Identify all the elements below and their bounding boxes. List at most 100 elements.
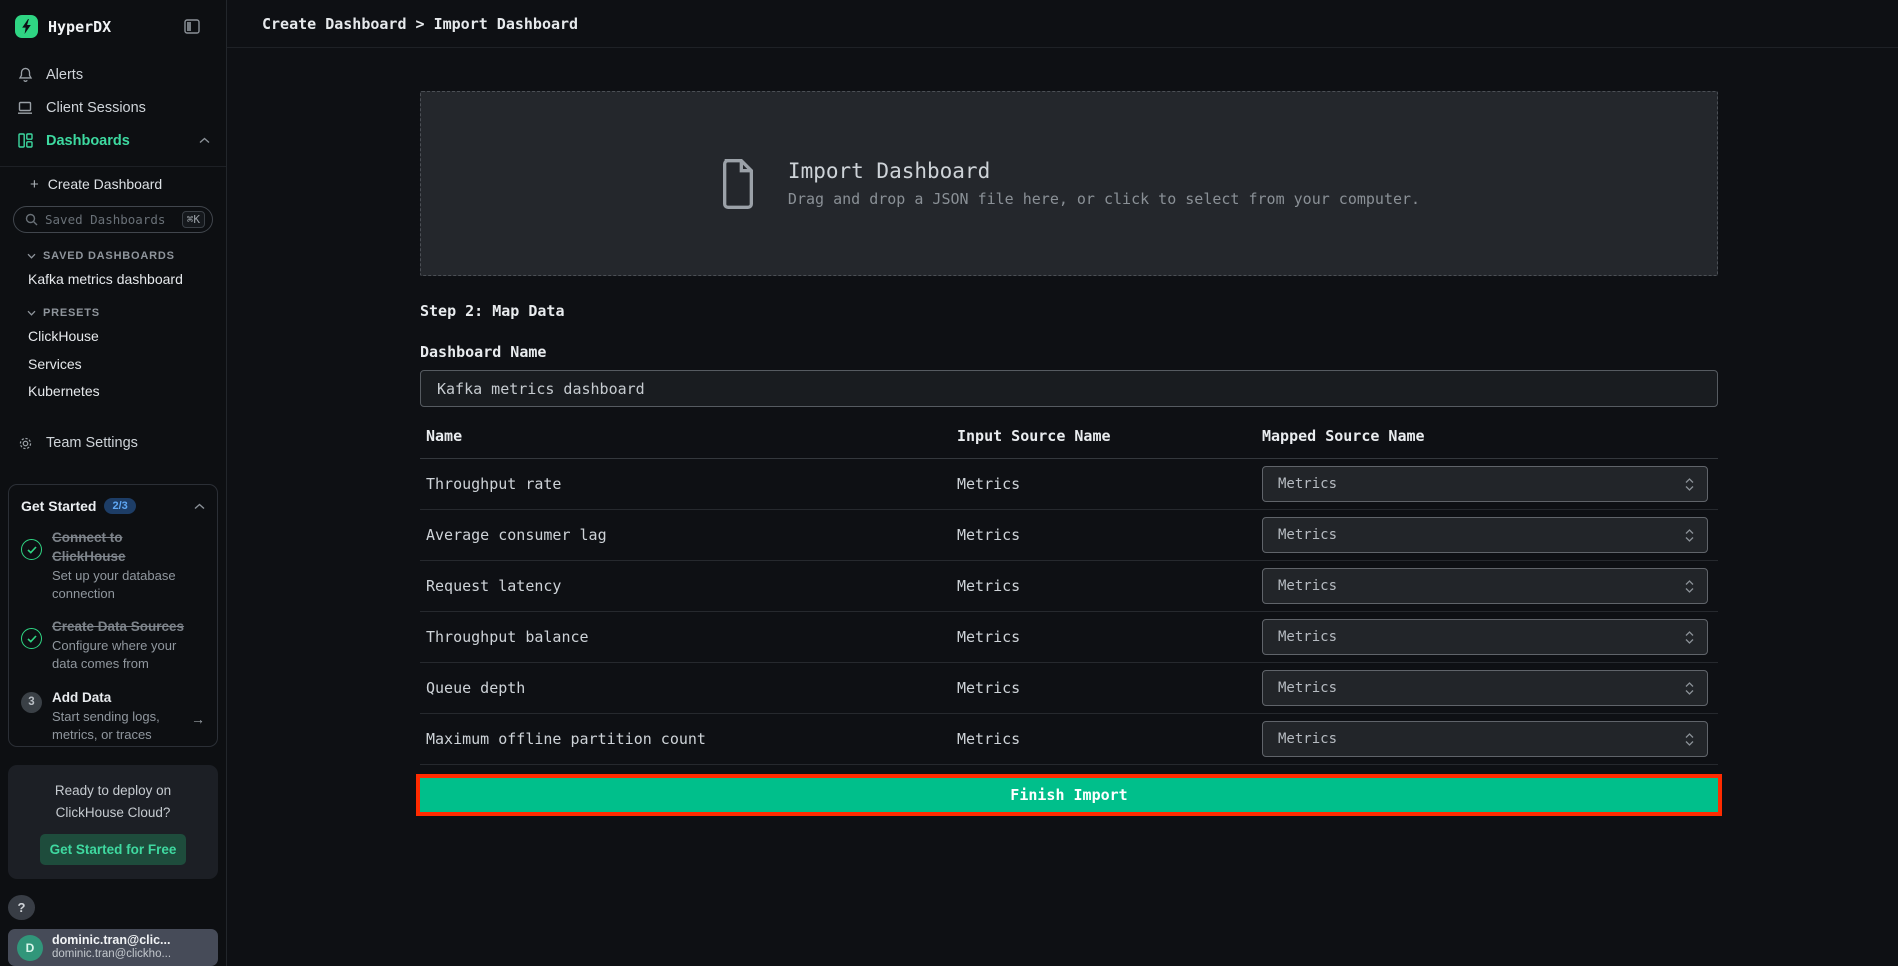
annotation-highlight: Finish Import [416,774,1722,816]
get-started-free-button[interactable]: Get Started for Free [40,834,186,865]
gear-icon [16,436,34,451]
row-name: Request latency [420,577,957,595]
sidebar-item-label: Client Sessions [46,100,146,116]
step-2-heading: Step 2: Map Data [420,302,1718,320]
finish-import-button[interactable]: Finish Import [420,778,1718,812]
table-row: Request latency Metrics Metrics [420,561,1718,612]
select-value: Metrics [1278,731,1337,747]
create-dashboard-button[interactable]: + Create Dashboard [0,167,226,202]
help-button[interactable]: ? [8,895,35,920]
progress-badge: 2/3 [104,498,135,514]
mapped-source-select[interactable]: Metrics [1262,568,1708,604]
sidebar-item-alerts[interactable]: Alerts [0,58,226,91]
mapped-source-select[interactable]: Metrics [1262,721,1708,757]
preset-item-kubernetes[interactable]: Kubernetes [0,380,226,402]
logo-row: HyperDX [0,0,226,48]
row-input-source: Metrics [957,679,1262,697]
chevron-expand-icon [1684,477,1695,492]
dropzone-subtitle: Drag and drop a JSON file here, or click… [788,190,1420,208]
preset-item-clickhouse[interactable]: ClickHouse [0,325,226,347]
row-input-source: Metrics [957,526,1262,544]
sidebar-item-label: Team Settings [46,435,138,451]
sidebar-item-dashboards[interactable]: Dashboards [0,124,226,157]
step-connect-clickhouse[interactable]: Connect to ClickHouse Set up your databa… [21,529,205,603]
sidebar-item-team-settings[interactable]: Team Settings [0,428,226,458]
table-row: Queue depth Metrics Metrics [420,663,1718,714]
search-icon [25,213,38,226]
sidebar-item-client-sessions[interactable]: Client Sessions [0,91,226,124]
preset-item-services[interactable]: Services [0,353,226,375]
user-email: dominic.tran@clickho... [52,948,171,962]
chevron-expand-icon [1684,579,1695,594]
laptop-icon [16,101,34,115]
sidebar: HyperDX Alerts Client Sessions [0,0,227,966]
import-dropzone[interactable]: Import Dashboard Drag and drop a JSON fi… [420,91,1718,276]
sidebar-item-label: Dashboards [46,133,130,149]
section-title: SAVED DASHBOARDS [43,250,175,262]
import-page: Import Dashboard Drag and drop a JSON fi… [227,48,1718,816]
get-started-header[interactable]: Get Started 2/3 [21,498,205,514]
avatar: D [17,935,43,961]
clickhouse-cloud-card: Ready to deploy on ClickHouse Cloud? Get… [8,765,218,880]
cloud-card-line1: Ready to deploy on [18,780,208,802]
collapse-sidebar-icon[interactable] [184,19,200,34]
plus-icon: + [30,176,39,193]
step-subtitle: Set up your database connection [52,567,191,603]
select-value: Metrics [1278,578,1337,594]
chevron-expand-icon [1684,732,1695,747]
dropzone-title: Import Dashboard [788,159,1420,183]
chevron-down-icon [27,253,36,259]
row-input-source: Metrics [957,577,1262,595]
user-menu[interactable]: D dominic.tran@clic... dominic.tran@clic… [8,929,218,966]
mapped-source-select[interactable]: Metrics [1262,517,1708,553]
row-input-source: Metrics [957,475,1262,493]
chevron-expand-icon [1684,528,1695,543]
table-row: Average consumer lag Metrics Metrics [420,510,1718,561]
cloud-card-line2: ClickHouse Cloud? [18,802,208,824]
step-create-data-sources[interactable]: Create Data Sources Configure where your… [21,618,205,673]
chevron-expand-icon [1684,630,1695,645]
check-circle-icon [21,628,42,649]
saved-dashboards-search-input[interactable]: Saved Dashboards ⌘K [13,206,213,233]
breadcrumb: Create Dashboard > Import Dashboard [262,15,578,33]
column-header-mapped-source: Mapped Source Name [1262,427,1718,445]
column-header-name: Name [420,427,957,445]
chevron-down-icon [27,310,36,316]
step-subtitle: Start sending logs, metrics, or traces [52,708,191,744]
chevron-up-icon [194,503,205,510]
section-saved-dashboards[interactable]: SAVED DASHBOARDS [0,250,226,262]
search-placeholder: Saved Dashboards [45,212,165,227]
app-root: HyperDX Alerts Client Sessions [0,0,1898,966]
step-number-badge: 3 [21,692,42,713]
dashboard-name-input[interactable]: Kafka metrics dashboard [420,370,1718,407]
select-value: Metrics [1278,680,1337,696]
chevron-up-icon [199,137,210,144]
step-title: Create Data Sources [52,618,191,637]
row-name: Queue depth [420,679,957,697]
mapped-source-select[interactable]: Metrics [1262,670,1708,706]
table-header: Name Input Source Name Mapped Source Nam… [420,421,1718,459]
get-started-card: Get Started 2/3 Connect to ClickHouse Se… [8,484,218,747]
user-name: dominic.tran@clic... [52,933,171,948]
table-row: Throughput balance Metrics Metrics [420,612,1718,663]
main-area: Create Dashboard > Import Dashboard Impo… [227,0,1898,966]
table-row: Throughput rate Metrics Metrics [420,459,1718,510]
mapped-source-select[interactable]: Metrics [1262,466,1708,502]
mapped-source-select[interactable]: Metrics [1262,619,1708,655]
row-name: Average consumer lag [420,526,957,544]
create-dashboard-label: Create Dashboard [48,176,162,192]
get-started-title: Get Started [21,498,96,514]
step-title: Connect to ClickHouse [52,529,191,567]
select-value: Metrics [1278,527,1337,543]
saved-dashboard-item[interactable]: Kafka metrics dashboard [0,268,226,290]
row-name: Maximum offline partition count [420,730,957,748]
table-row: Maximum offline partition count Metrics … [420,714,1718,765]
section-title: PRESETS [43,307,100,319]
step-add-data[interactable]: 3 Add Data Start sending logs, metrics, … [21,689,205,744]
section-presets[interactable]: PRESETS [0,307,226,319]
row-name: Throughput rate [420,475,957,493]
hyperdx-logo-icon [15,15,38,38]
dashboard-name-label: Dashboard Name [420,343,1718,361]
sidebar-nav: Alerts Client Sessions Dashboards [0,58,226,157]
step-title: Add Data [52,689,191,708]
